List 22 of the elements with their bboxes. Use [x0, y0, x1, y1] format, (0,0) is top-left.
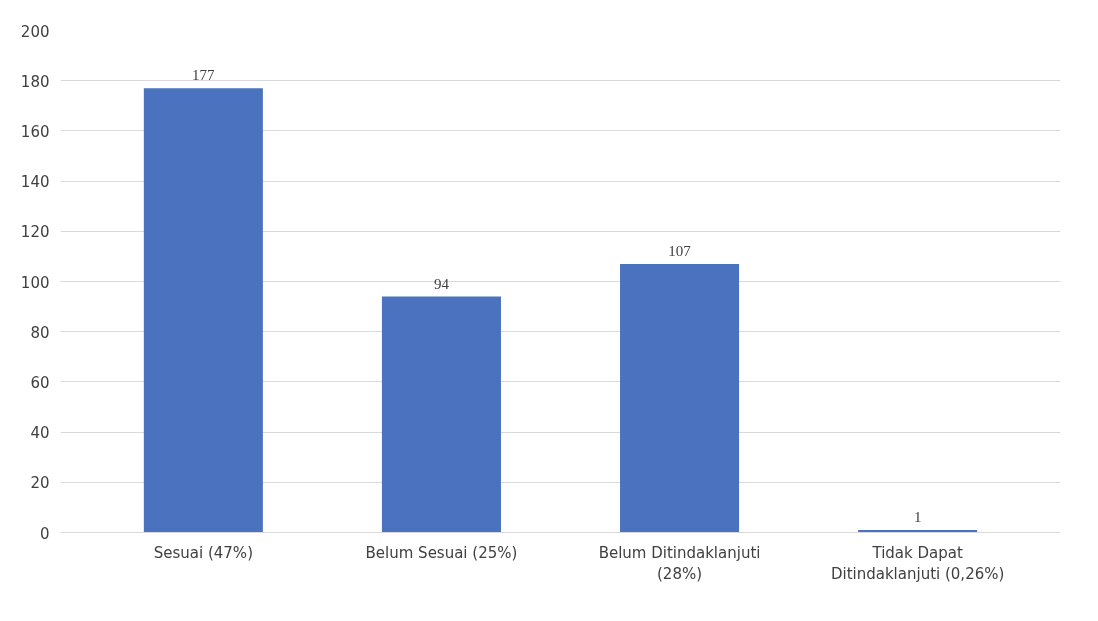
y-tick-label: 40 [30, 424, 50, 443]
y-tick-label: 80 [30, 323, 50, 342]
x-tick-label: Tidak Dapat Ditindaklanjuti (0,26%) [830, 543, 1005, 584]
x-tick-label: Belum Sesuai (25%) [365, 543, 518, 562]
x-tick-label: Belum Ditindaklanjuti (28%) [598, 543, 761, 584]
y-tick-label: 60 [30, 373, 50, 392]
data-label: 94 [433, 275, 450, 292]
bar [143, 88, 263, 533]
y-tick-label: 140 [20, 173, 50, 192]
y-tick-label: 0 [39, 524, 50, 543]
y-tick-label: 180 [20, 72, 50, 91]
data-label: 107 [668, 242, 692, 259]
y-tick-label: 100 [20, 273, 50, 292]
data-label: 1 [913, 508, 922, 525]
y-tick-label: 160 [20, 122, 50, 141]
y-tick-label: 200 [20, 22, 50, 41]
bar [381, 296, 501, 533]
bar [620, 263, 740, 533]
data-label: 177 [192, 67, 216, 84]
x-tick-label: Sesuai (47%) [153, 543, 253, 562]
y-tick-label: 120 [20, 223, 50, 242]
y-tick-label: 20 [30, 474, 50, 493]
